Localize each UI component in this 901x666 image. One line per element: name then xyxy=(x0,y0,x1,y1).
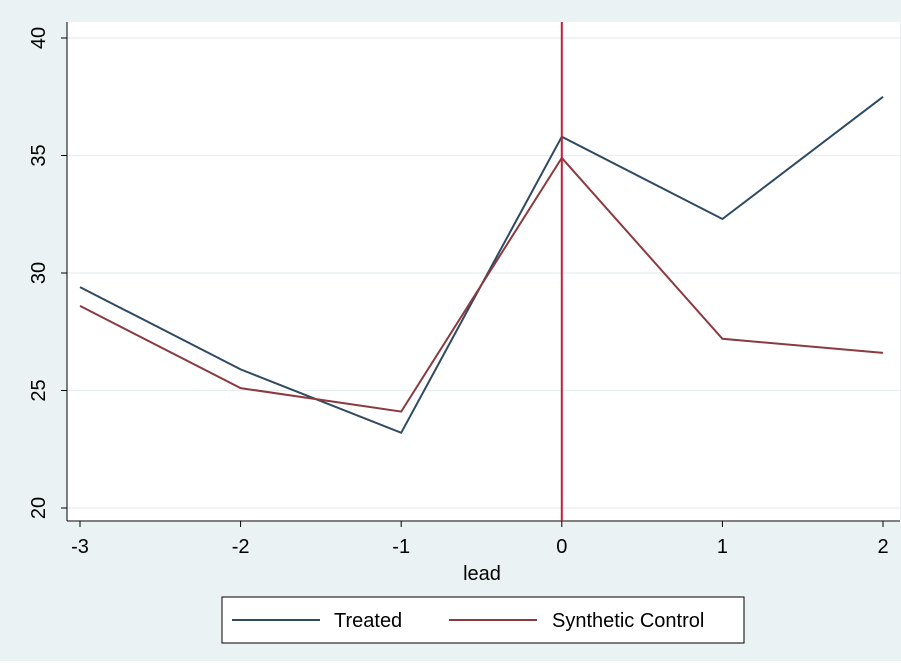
x-tick-label: 1 xyxy=(717,536,728,558)
y-tick-label: 30 xyxy=(28,262,50,284)
series-lines xyxy=(79,96,884,435)
y-tick-label: 35 xyxy=(28,144,50,166)
x-axis-label: lead xyxy=(463,563,501,585)
y-tick-label: 25 xyxy=(28,379,50,401)
legend-label-synthetic-control: Synthetic Control xyxy=(552,610,704,632)
x-tick-label: 0 xyxy=(556,536,567,558)
x-tick-label: -3 xyxy=(71,536,89,558)
plot-area xyxy=(67,22,900,522)
gridlines xyxy=(67,37,900,509)
y-tick-label: 20 xyxy=(28,497,50,519)
y-tick-label: 40 xyxy=(28,27,50,49)
x-tick-label: -1 xyxy=(392,536,410,558)
legend: Treated Synthetic Control xyxy=(221,596,745,644)
series-line-1 xyxy=(79,156,884,413)
y-ticks: 20 25 30 35 40 xyxy=(28,27,67,519)
x-tick-label: -2 xyxy=(232,536,250,558)
x-tick-label: 2 xyxy=(877,536,888,558)
legend-label-treated: Treated xyxy=(334,610,402,632)
x-ticks: -3 -2 -1 0 1 2 xyxy=(71,521,889,558)
